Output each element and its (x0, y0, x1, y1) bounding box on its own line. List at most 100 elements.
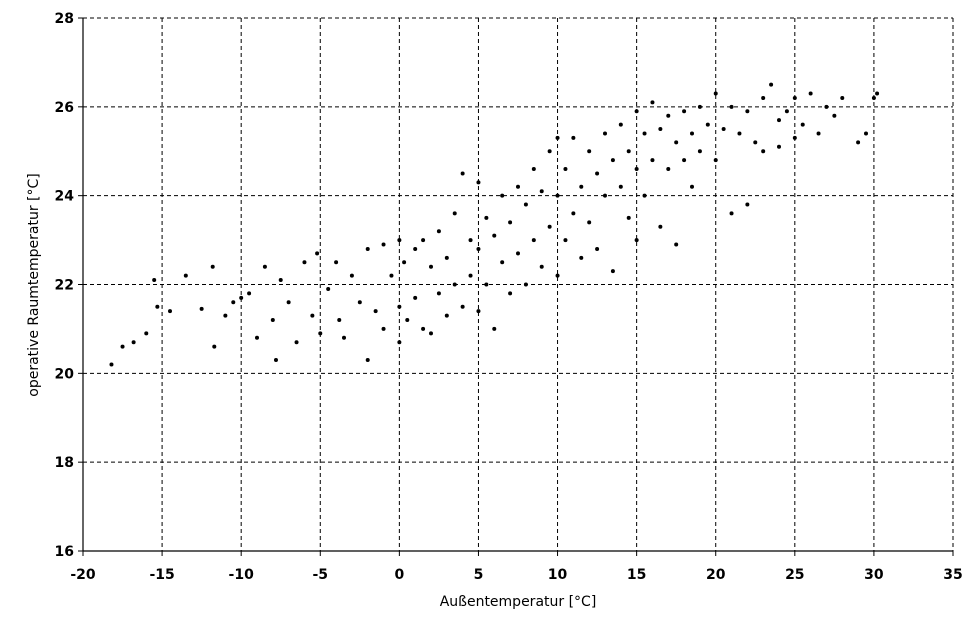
point (642, 131, 647, 136)
point (210, 264, 215, 269)
point (690, 184, 694, 189)
y-axis-label: operative Raumtemperatur [°C] (26, 173, 42, 396)
point (492, 233, 497, 238)
point (389, 273, 394, 278)
point (808, 91, 813, 96)
point (547, 149, 552, 154)
point (579, 255, 584, 260)
point (421, 326, 426, 331)
x-tick-label: 10 (548, 567, 568, 583)
point (824, 104, 829, 109)
point (500, 260, 505, 265)
point (402, 260, 407, 265)
point (610, 269, 615, 274)
point (476, 309, 481, 314)
point (413, 246, 418, 251)
point (349, 273, 354, 278)
point (476, 180, 481, 185)
point (745, 202, 750, 207)
point (634, 167, 639, 172)
point (721, 127, 726, 132)
point (152, 278, 157, 283)
point (144, 331, 149, 336)
point (273, 358, 278, 363)
point (212, 344, 217, 349)
x-tick-label: 5 (474, 567, 484, 583)
point (468, 273, 473, 278)
point (626, 149, 631, 154)
y-tick-label: 22 (55, 278, 74, 294)
point (777, 118, 781, 123)
point (523, 282, 528, 287)
point (365, 246, 370, 251)
point (769, 82, 774, 87)
point (618, 184, 623, 189)
point (444, 313, 449, 318)
point (856, 140, 861, 145)
point (871, 95, 876, 100)
point (571, 135, 576, 140)
point (476, 246, 481, 251)
y-tick-label: 16 (55, 544, 74, 560)
point (255, 335, 259, 340)
point (131, 340, 136, 345)
x-tick-label: 15 (627, 567, 646, 583)
point (516, 184, 520, 189)
point (413, 295, 418, 300)
point (381, 242, 386, 247)
point (315, 251, 320, 256)
point (697, 104, 702, 109)
y-tick-label: 20 (55, 366, 75, 382)
x-axis-label: Außentemperatur [°C] (440, 594, 597, 610)
point (357, 300, 362, 305)
point (397, 304, 402, 309)
point (690, 131, 694, 136)
point (436, 229, 441, 234)
point (555, 273, 560, 278)
point (421, 238, 426, 243)
point (555, 193, 560, 198)
point (365, 358, 370, 363)
point (864, 131, 868, 136)
point (626, 215, 631, 220)
point (761, 149, 766, 154)
point (555, 135, 560, 140)
point (634, 109, 639, 114)
point (539, 264, 544, 269)
point (516, 251, 520, 256)
point (713, 91, 718, 96)
point (373, 309, 378, 314)
point (666, 113, 671, 118)
point (745, 109, 750, 114)
point (429, 264, 433, 269)
point (452, 282, 457, 287)
point (563, 238, 568, 243)
point (634, 238, 639, 243)
point (223, 313, 228, 318)
point (381, 326, 386, 331)
point (452, 211, 457, 216)
point (531, 167, 536, 172)
point (792, 95, 797, 100)
point (397, 340, 402, 345)
point (547, 224, 552, 229)
point (318, 331, 323, 336)
point (444, 255, 449, 260)
point (270, 318, 275, 323)
point (183, 273, 188, 278)
point (397, 238, 402, 243)
point (460, 304, 465, 309)
point (737, 131, 742, 136)
point (337, 318, 342, 323)
point (682, 158, 687, 163)
point (500, 193, 505, 198)
point (523, 202, 528, 207)
point (603, 131, 607, 136)
point (342, 335, 346, 340)
point (832, 113, 837, 118)
point (199, 306, 204, 311)
point (595, 171, 600, 176)
point (531, 238, 536, 243)
x-tick-label: -10 (229, 567, 255, 583)
point (650, 100, 655, 105)
